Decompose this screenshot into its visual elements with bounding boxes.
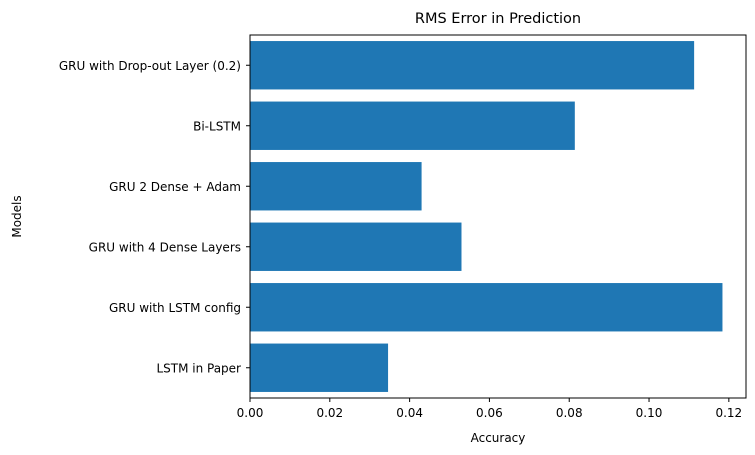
- chart-title: RMS Error in Prediction: [415, 11, 581, 27]
- bar: [250, 162, 422, 211]
- x-axis-ticks: 0.00 0.02 0.04 0.06 0.08 0.10 0.12: [237, 398, 742, 420]
- x-tick-label: 0.04: [396, 406, 423, 420]
- y-tick-label: GRU with Drop-out Layer (0.2): [59, 59, 241, 73]
- x-axis-label: Accuracy: [471, 431, 526, 445]
- x-tick-label: 0.10: [636, 406, 663, 420]
- bar: [250, 283, 723, 332]
- y-tick-label: GRU 2 Dense + Adam: [109, 180, 241, 194]
- x-tick-label: 0.00: [237, 406, 264, 420]
- bar: [250, 101, 575, 150]
- x-tick-label: 0.02: [316, 406, 343, 420]
- bar: [250, 343, 389, 392]
- y-axis-label: Models: [10, 195, 24, 237]
- bars-group: [250, 41, 723, 392]
- y-tick-label: Bi-LSTM: [193, 119, 241, 133]
- x-tick-label: 0.08: [556, 406, 583, 420]
- x-tick-label: 0.06: [476, 406, 503, 420]
- y-tick-label: LSTM in Paper: [156, 361, 241, 375]
- y-axis-ticks: LSTM in Paper GRU with LSTM config GRU wit…: [59, 59, 250, 375]
- plot-frame: [249, 34, 747, 399]
- y-tick-label: GRU with LSTM config: [109, 301, 241, 315]
- y-tick-label: GRU with 4 Dense Layers: [89, 240, 241, 254]
- x-tick-label: 0.12: [715, 406, 742, 420]
- bar: [250, 41, 695, 90]
- bar: [250, 222, 462, 271]
